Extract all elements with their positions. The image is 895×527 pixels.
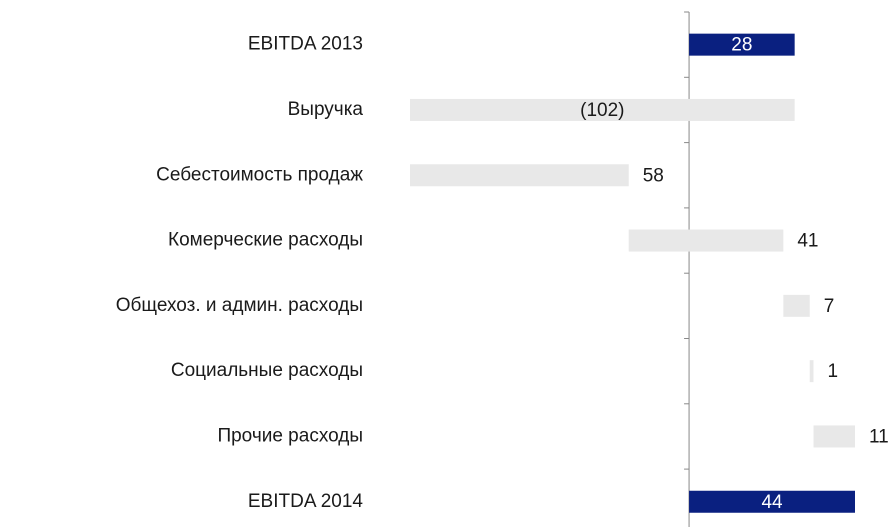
category-label: EBITDA 2013 [248,34,363,55]
category-label: EBITDA 2014 [248,491,364,512]
bar [809,360,814,383]
bar [628,229,784,252]
value-label: 44 [761,492,783,513]
category-label: Себестоимость продаж [156,164,363,185]
bar [689,490,855,513]
value-label: (102) [580,100,624,121]
bar [410,98,795,121]
category-label: Социальные расходы [171,360,363,381]
category-label: Общехоз. и админ. расходы [116,295,363,316]
value-label: 7 [824,296,835,317]
bar [689,33,795,56]
bar [410,164,629,187]
value-label: 41 [797,231,818,252]
category-label: Комерческие расходы [168,230,363,251]
value-label: 1 [828,361,839,382]
bar [813,425,855,448]
value-label: 58 [643,165,664,186]
bar [783,294,810,317]
category-label: Прочие расходы [217,425,363,446]
value-label: 11 [869,426,889,447]
value-label: 28 [731,35,752,56]
category-label: Выручка [288,99,364,120]
